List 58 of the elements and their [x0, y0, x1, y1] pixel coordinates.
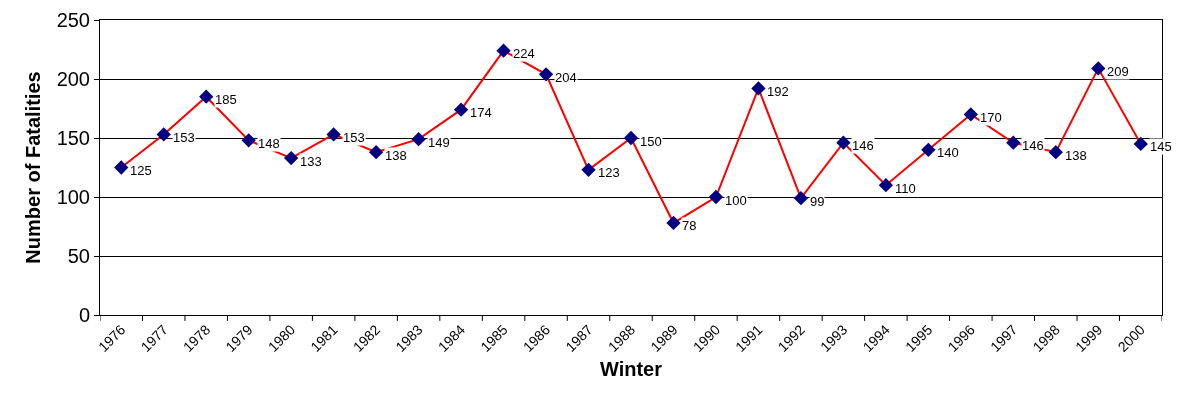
point	[666, 215, 681, 231]
data-label: 140	[937, 145, 959, 160]
data-label: 146	[1022, 138, 1044, 153]
point	[368, 145, 384, 160]
point	[284, 150, 299, 166]
data-label: 138	[1065, 148, 1087, 163]
data-label: 146	[852, 138, 874, 153]
point	[581, 162, 596, 178]
data-label: 100	[725, 193, 747, 208]
data-label: 209	[1107, 64, 1129, 79]
point	[114, 160, 129, 175]
data-label: 123	[598, 165, 620, 180]
data-label: 125	[130, 163, 152, 178]
data-label: 149	[428, 135, 450, 150]
data-label: 78	[682, 218, 697, 233]
point	[156, 127, 171, 142]
point	[708, 189, 724, 205]
data-label: 138	[385, 148, 407, 163]
point	[199, 89, 214, 104]
x-axis-title: Winter	[599, 358, 663, 381]
data-label: 170	[980, 110, 1002, 125]
point	[793, 191, 809, 206]
data-label: 192	[767, 84, 789, 99]
data-label: 224	[513, 46, 535, 61]
point	[1006, 135, 1021, 150]
point	[878, 178, 894, 193]
data-label: 148	[258, 136, 280, 151]
data-label: 145	[1150, 139, 1172, 154]
point	[411, 132, 426, 147]
y-tick-label: 50	[67, 245, 90, 267]
point	[241, 133, 256, 148]
point	[921, 142, 936, 157]
data-label: 204	[555, 70, 577, 85]
data-label: 99	[810, 194, 825, 209]
data-label: 153	[343, 130, 365, 145]
y-axis-title: Number of Fatalities	[22, 71, 45, 264]
y-tick-label: 0	[78, 304, 90, 326]
data-label: 185	[215, 92, 237, 107]
data-label: 174	[470, 105, 492, 120]
point	[623, 130, 639, 146]
y-tick-label: 200	[56, 68, 90, 90]
point	[751, 81, 766, 96]
data-label: 153	[173, 130, 195, 145]
point	[1091, 61, 1106, 76]
point	[326, 127, 341, 142]
point	[963, 107, 978, 122]
data-label: 150	[640, 134, 662, 149]
point	[496, 43, 511, 58]
point	[538, 67, 554, 82]
data-label: 110	[895, 181, 916, 196]
y-tick-label: 100	[56, 186, 90, 208]
point	[453, 102, 469, 117]
data-label: 133	[300, 154, 322, 169]
y-tick-label: 250	[56, 9, 90, 31]
point	[1048, 145, 1063, 160]
point	[1133, 136, 1148, 152]
y-tick-label: 150	[56, 127, 90, 149]
point	[836, 135, 851, 150]
